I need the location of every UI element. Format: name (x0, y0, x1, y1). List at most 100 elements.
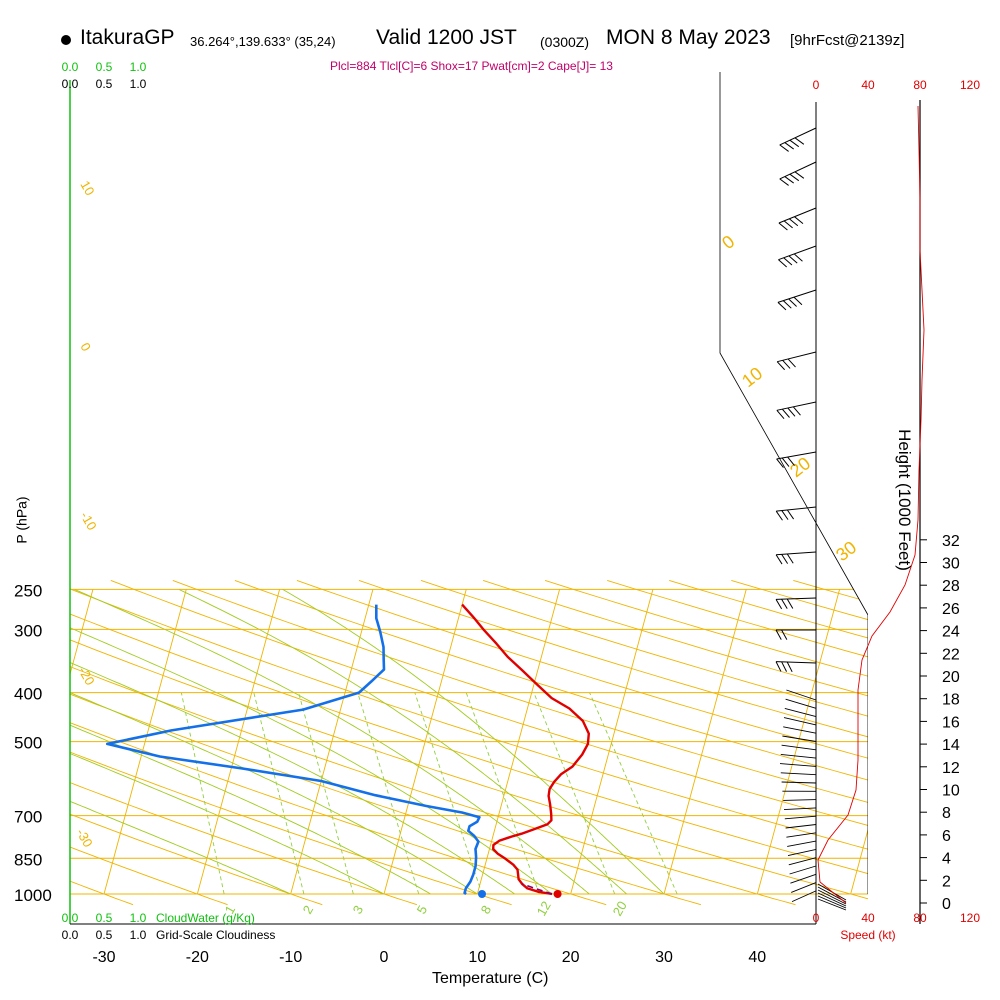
speed-tick-bottom: 120 (960, 911, 980, 925)
wind-barb (778, 245, 817, 261)
speed-tick-top: 120 (960, 78, 980, 92)
height-tick-label: 8 (942, 805, 951, 822)
wind-barb-feather (788, 298, 797, 307)
forecast-info: [9hrFcst@2139z] (790, 32, 905, 49)
wind-barb (779, 763, 817, 767)
dry-adiabat-line (70, 813, 323, 906)
mixing-ratio-line (465, 692, 540, 895)
mixing-ratio-label: 2 (300, 903, 317, 917)
wind-speed-profile (817, 105, 925, 904)
speed-tick-top: 40 (861, 78, 875, 92)
wind-barb (791, 882, 817, 893)
dry-adiabat-line (420, 579, 868, 717)
dry-adiabat-line (482, 579, 868, 697)
wind-barb (779, 127, 817, 146)
wind-barb-feather (787, 358, 796, 368)
cloudwater-scale-tick: 0.5 (96, 911, 113, 925)
temp-tick-label: 20 (562, 949, 580, 966)
wind-barb-feather (794, 216, 804, 225)
wind-barb-feather (789, 139, 800, 148)
dry-adiabat-line (296, 579, 868, 759)
wind-barb (817, 895, 847, 909)
wind-barb (790, 873, 817, 884)
wind-barb (787, 840, 817, 847)
isotherm-label: 10 (77, 178, 97, 198)
height-tick-label: 24 (942, 624, 960, 641)
isotherm-label: 0 (77, 340, 94, 354)
wind-barb (817, 892, 847, 907)
height-tick-label: 20 (942, 669, 960, 686)
x-axis-label: Temperature (C) (432, 970, 549, 987)
moist-adiabat-line (74, 588, 590, 895)
wind-barb-feather (782, 300, 792, 309)
wind-barb (786, 832, 817, 838)
dry-adiabat-line (70, 613, 868, 875)
pressure-tick-label: 250 (14, 581, 42, 600)
pressure-tick-label: 300 (14, 621, 42, 640)
dry-adiabat-line (70, 588, 868, 850)
height-tick-label: 6 (942, 828, 951, 845)
wind-barb-feather (789, 173, 800, 182)
wind-barb-feather (794, 137, 805, 145)
wind-barb-feather (781, 408, 790, 418)
mixing-ratio-label: 20 (610, 898, 630, 918)
dry-adiabat-line (70, 782, 418, 906)
height-tick-label: 16 (942, 714, 960, 731)
wind-barb-feather (776, 458, 784, 468)
wind-barb (789, 865, 817, 875)
mixing-ratio-label: 8 (478, 903, 495, 917)
cloudiness-scale-tick: 1.0 (130, 77, 147, 91)
cloudwater-label: CloudWater (g/Kg) (156, 911, 255, 925)
speed-tick-top: 0 (813, 78, 820, 92)
height-tick-label: 2 (942, 873, 951, 890)
wind-barb (784, 707, 817, 718)
wind-barb (781, 781, 817, 784)
wind-barb-feather (784, 142, 794, 150)
cloudiness-scale-tick: 0.5 (96, 928, 113, 942)
dry-adiabat-line (234, 579, 868, 781)
height-tick-label: 12 (942, 760, 960, 777)
wind-barb (788, 857, 817, 866)
speed-tick-bottom: 40 (861, 911, 875, 925)
speed-tick-bottom: 0 (813, 911, 820, 925)
wind-barb-feather (775, 629, 782, 640)
wind-barb-feather (775, 510, 783, 521)
wind-barb-feather (782, 359, 791, 369)
wind-barb (791, 890, 817, 903)
cloudwater-scale-tick: 0.5 (96, 60, 113, 74)
wind-barb (783, 807, 817, 811)
temp-tick-label: 30 (655, 949, 673, 966)
dry-adiabat-line (110, 579, 868, 826)
moist-adiabat-line (70, 800, 291, 895)
height-tick-label: 26 (942, 601, 960, 618)
stability-indices: Plcl=884 Tlcl[C]=6 Shox=17 Pwat[cm]=2 Ca… (330, 59, 613, 73)
cloudiness-label: Grid-Scale Cloudiness (156, 928, 275, 942)
mixing-ratio-line (298, 692, 354, 895)
wind-barb-feather (775, 661, 782, 672)
dewpoint-line (105, 604, 481, 896)
height-tick-label: 30 (942, 556, 960, 573)
wind-barb-feather (783, 257, 793, 266)
isotherm-line (850, 828, 868, 895)
speed-tick-bottom: 80 (913, 911, 927, 925)
dry-adiabat-line (358, 579, 868, 738)
wind-barb-feather (786, 509, 795, 520)
cloudwater-scale-tick: 1.0 (130, 911, 147, 925)
wind-barb (787, 848, 817, 857)
wind-barb (784, 815, 817, 820)
dry-adiabat-line (70, 693, 702, 906)
wind-barb-feather (776, 409, 785, 419)
parcel-line (521, 883, 553, 895)
mixing-ratio-line (533, 692, 616, 895)
wind-barb (776, 451, 817, 460)
wind-barb (777, 289, 817, 303)
moist-adiabat-line (282, 589, 665, 895)
wind-barb-feather (778, 222, 788, 231)
site-name: ItakuraGP (80, 26, 175, 49)
dry-adiabat-line (70, 722, 607, 906)
domain-boundary (719, 72, 868, 894)
moist-adiabat-line (178, 588, 627, 895)
wind-barb-feather (787, 456, 795, 466)
wind-barb (780, 753, 817, 759)
valid-date: MON 8 May 2023 (606, 26, 771, 49)
